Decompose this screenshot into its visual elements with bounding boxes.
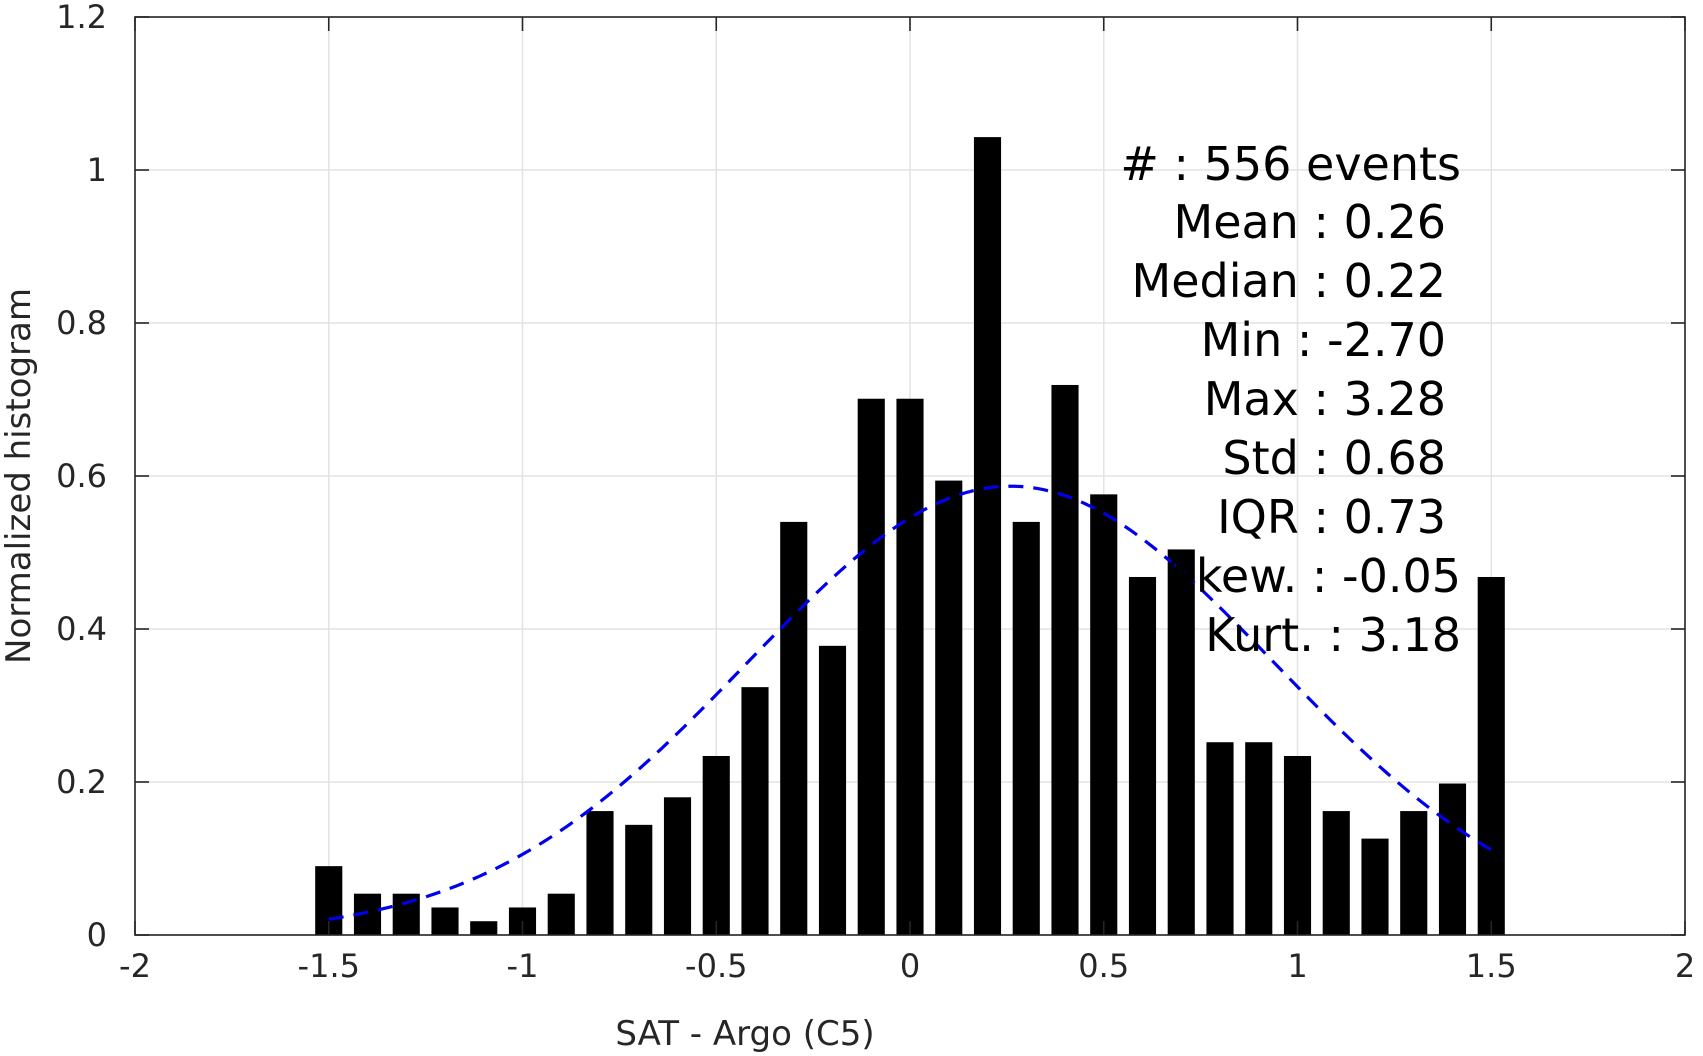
y-tick-label: 0.2: [56, 763, 107, 801]
histogram-bar: [935, 480, 963, 935]
histogram-bar: [780, 521, 808, 935]
y-tick-label: 1.2: [56, 0, 107, 36]
histogram-bar: [1206, 742, 1234, 935]
stat-mean: Mean : 0.26: [1174, 195, 1447, 249]
histogram-bar: [702, 755, 730, 935]
gaussian-fit-curve: [328, 484, 1493, 921]
x-tick-label: -2: [119, 947, 151, 985]
y-tick-label: 0.4: [56, 610, 107, 648]
x-tick-label: 1: [1287, 947, 1307, 985]
y-tick-label: 0.6: [56, 457, 107, 495]
y-tick-label: 1: [87, 151, 107, 189]
histogram-bar: [1438, 783, 1467, 935]
stats-box: # : 556 events Mean : 0.26 Median : 0.22…: [1120, 137, 1461, 662]
histogram-bar: [1283, 755, 1312, 935]
x-ticks: -2 -1.5 -1 -0.5 0 0.5 1 1.5 2: [119, 17, 1695, 985]
histogram-bar: [973, 137, 1002, 936]
y-tick-label: 0.8: [56, 304, 107, 342]
x-tick-label: 0: [900, 947, 920, 985]
y-tick-label: 0: [87, 916, 107, 954]
histogram-bar: [1477, 576, 1505, 935]
stat-kurt: Kurt. : 3.18: [1205, 608, 1461, 662]
histogram-bar: [1128, 576, 1157, 935]
histogram-bar: [818, 645, 847, 935]
histogram-bar: [1322, 811, 1350, 935]
histogram-bar: [896, 398, 924, 935]
histogram-bar: [1400, 811, 1428, 935]
histogram-bar: [1012, 521, 1040, 935]
histogram-bar: [1051, 384, 1079, 936]
histogram-bar: [625, 824, 653, 935]
histogram-bar: [1245, 742, 1273, 935]
stat-iqr: IQR : 0.73: [1217, 490, 1446, 544]
histogram-bar: [470, 921, 498, 935]
y-axis-label: Normalized histogram: [0, 288, 39, 664]
x-tick-label: -1: [507, 947, 539, 985]
histogram-bar: [1090, 494, 1118, 935]
y-ticks: 0 0.2 0.4 0.6 0.8 1 1.2: [56, 0, 1685, 954]
histogram-bar: [663, 797, 692, 935]
histogram-bar: [431, 907, 459, 935]
x-tick-label: -1.5: [298, 947, 360, 985]
histogram-bar: [1361, 838, 1389, 935]
stat-skew: Skew. : -0.05: [1167, 549, 1461, 603]
x-tick-label: 0.5: [1078, 947, 1129, 985]
histogram-bar: [741, 687, 769, 935]
x-tick-label: -0.5: [685, 947, 747, 985]
stat-events: # : 556 events: [1120, 137, 1461, 191]
stat-min: Min : -2.70: [1201, 313, 1446, 367]
stat-std: Std : 0.68: [1222, 431, 1446, 485]
x-axis-label: SAT - Argo (C5): [615, 1014, 874, 1054]
stat-median: Median : 0.22: [1132, 254, 1446, 308]
histogram-bar: [547, 893, 575, 935]
x-tick-label: 1.5: [1466, 947, 1517, 985]
x-tick-label: 2: [1675, 947, 1695, 985]
histogram-bar: [1167, 549, 1195, 935]
bars: [315, 137, 1505, 936]
stat-max: Max : 3.28: [1204, 372, 1446, 426]
histogram-bar: [586, 811, 614, 935]
histogram-bar: [857, 398, 885, 935]
